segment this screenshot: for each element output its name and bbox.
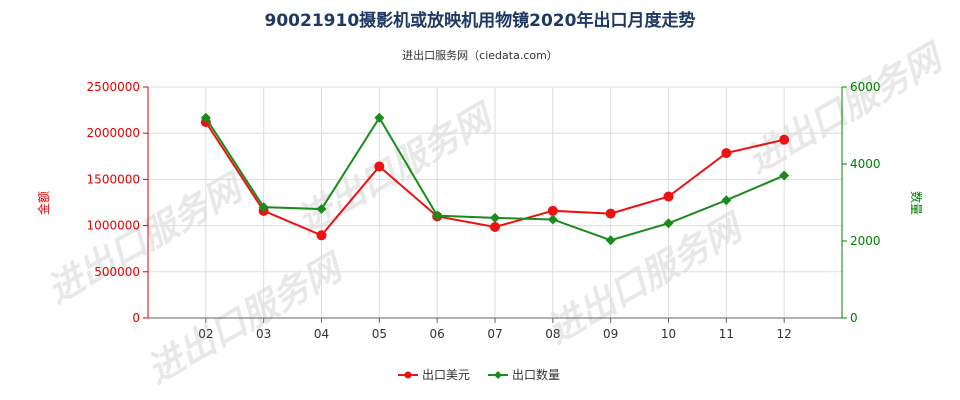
right-axis-ticks: 0 2000 4000 6000 xyxy=(842,80,881,325)
series-point-出口数量 xyxy=(721,195,732,206)
right-axis-label: 数量 xyxy=(909,191,924,215)
series-point-出口美元 xyxy=(374,161,385,172)
x-tick-label: 03 xyxy=(256,327,271,341)
x-tick-label: 08 xyxy=(545,327,560,341)
left-axis-ticks: 0 500000 1000000 1500000 2000000 2500000 xyxy=(87,80,148,325)
series-point-出口美元 xyxy=(547,205,558,216)
x-tick-label: 05 xyxy=(372,327,387,341)
series-point-出口数量 xyxy=(779,170,790,181)
right-tick-label: 6000 xyxy=(850,80,881,94)
x-axis-ticks: 02 03 04 05 06 07 08 09 10 11 12 xyxy=(198,318,792,341)
series-point-出口数量 xyxy=(490,212,500,223)
watermark-text: 进出口服务网 xyxy=(140,246,352,392)
series-point-出口数量 xyxy=(547,214,558,225)
left-tick-label: 2000000 xyxy=(87,126,140,140)
series-point-出口数量 xyxy=(663,218,674,229)
watermark-text: 进出口服务网 xyxy=(40,166,252,312)
left-tick-label: 500000 xyxy=(94,265,140,279)
x-tick-label: 02 xyxy=(198,327,213,341)
series-point-出口美元 xyxy=(605,208,616,219)
right-tick-label: 0 xyxy=(850,311,858,325)
left-tick-label: 1000000 xyxy=(87,219,140,233)
legend-label: 出口美元 xyxy=(422,368,470,382)
series-layer xyxy=(200,112,790,246)
grid xyxy=(147,86,843,318)
watermark-text: 进出口服务网 xyxy=(290,96,502,242)
series-point-出口美元 xyxy=(721,148,732,159)
legend-marker xyxy=(404,371,412,379)
series-point-出口美元 xyxy=(490,221,500,232)
legend-label: 出口数量 xyxy=(512,367,560,382)
left-tick-label: 2500000 xyxy=(87,80,140,94)
left-axis-label: 金额 xyxy=(36,191,51,215)
series-point-出口数量 xyxy=(316,204,327,215)
series-point-出口数量 xyxy=(605,235,616,246)
series-point-出口美元 xyxy=(779,134,790,145)
x-tick-label: 11 xyxy=(719,327,734,341)
series-point-出口美元 xyxy=(663,191,674,202)
series-point-出口数量 xyxy=(200,112,211,123)
series-point-出口数量 xyxy=(258,202,269,213)
series-point-出口美元 xyxy=(316,230,327,241)
x-tick-label: 09 xyxy=(603,327,618,341)
x-tick-label: 06 xyxy=(430,327,445,341)
legend: 出口美元 出口数量 xyxy=(398,367,560,382)
chart-subtitle: 进出口服务网（ciedata.com） xyxy=(402,48,558,62)
right-tick-label: 4000 xyxy=(850,157,881,171)
x-tick-label: 07 xyxy=(487,327,502,341)
watermark-text: 进出口服务网 xyxy=(740,36,952,182)
left-tick-label: 0 xyxy=(132,311,140,325)
left-tick-label: 1500000 xyxy=(87,172,140,186)
x-tick-label: 12 xyxy=(777,327,792,341)
x-tick-label: 10 xyxy=(661,327,676,341)
x-tick-label: 04 xyxy=(314,327,329,341)
chart-title: 90021910摄影机或放映机用物镜2020年出口月度走势 xyxy=(265,10,696,31)
series-point-出口数量 xyxy=(374,112,385,123)
right-tick-label: 2000 xyxy=(850,234,881,248)
series-point-出口数量 xyxy=(432,210,443,221)
legend-marker xyxy=(494,371,502,379)
